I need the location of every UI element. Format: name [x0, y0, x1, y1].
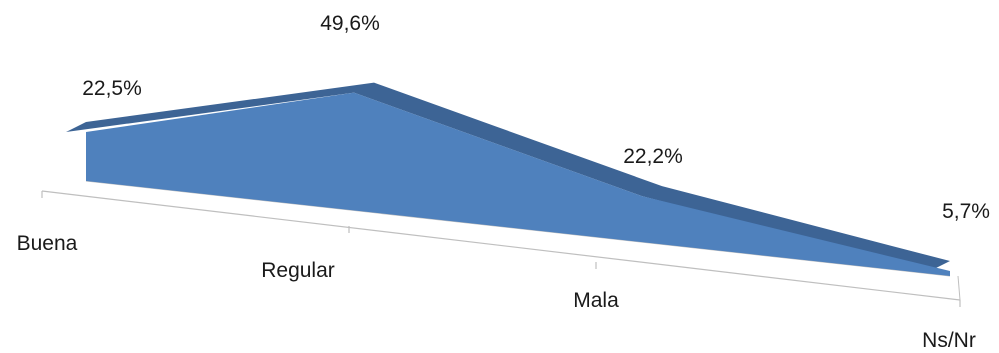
- category-ticks: [41, 191, 961, 307]
- data-label: 22,5%: [82, 77, 142, 100]
- floor-front-edge: [41, 190, 961, 301]
- data-label: 5,7%: [942, 200, 990, 223]
- category-label: Regular: [261, 259, 335, 282]
- category-labels: Buena Regular Mala Ns/Nr: [17, 232, 976, 352]
- data-label: 49,6%: [320, 12, 380, 35]
- data-labels: 22,5% 49,6% 22,2% 5,7%: [82, 12, 990, 223]
- category-label: Buena: [17, 232, 78, 255]
- data-label: 22,2%: [623, 145, 683, 168]
- series-front-face: [86, 92, 950, 277]
- category-label: Mala: [573, 289, 619, 312]
- floor-side-edge: [957, 275, 961, 301]
- category-label: Ns/Nr: [922, 329, 976, 352]
- series-area: [66, 82, 950, 277]
